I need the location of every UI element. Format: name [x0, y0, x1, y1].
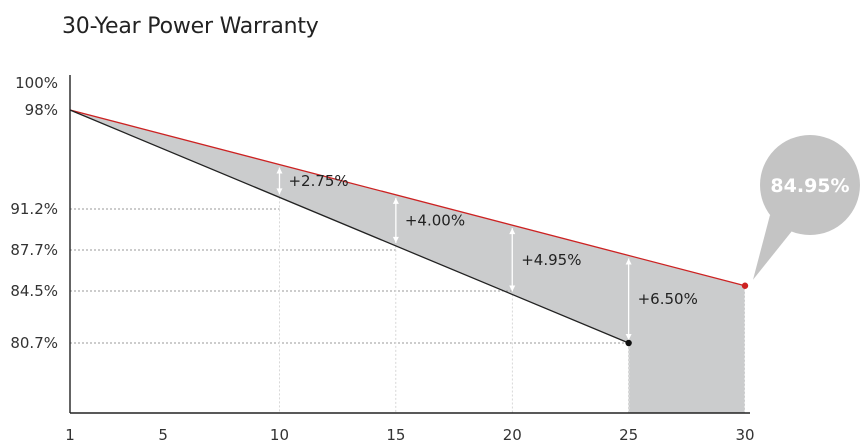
y-tick-label: 100% [15, 74, 58, 92]
gap-arrow-head [625, 258, 632, 265]
base-endpoint-dot [625, 339, 632, 347]
y-tick-label: 91.2% [10, 200, 58, 218]
warranty-gap-area [70, 110, 745, 413]
x-tick-label: 5 [158, 426, 168, 443]
callout-bubble [760, 135, 860, 235]
gap-arrow-head [392, 236, 399, 243]
gap-arrow-head [392, 197, 399, 204]
callout-label: 84.95% [770, 175, 849, 197]
y-tick-label: 84.5% [10, 282, 58, 300]
x-tick-label: 10 [270, 426, 289, 443]
y-tick-label: 87.7% [10, 241, 58, 259]
guarantee-endpoint-dot [741, 282, 749, 289]
x-tick-label: 1 [65, 426, 75, 443]
industry-line [69, 109, 629, 344]
callout-pointer [753, 215, 792, 280]
x-tick-label: 30 [735, 426, 754, 443]
y-tick-label: 98% [25, 101, 58, 119]
gap-label: +4.95% [521, 251, 581, 269]
gap-arrow-head [625, 334, 632, 340]
x-tick-label: 20 [503, 426, 522, 443]
gap-arrow-head [509, 228, 516, 235]
gap-label: +4.00% [405, 211, 465, 229]
gap-arrow-head [276, 167, 283, 174]
x-tick-label: 15 [386, 426, 405, 443]
x-tick-label: 25 [619, 426, 638, 443]
gap-label: +6.50% [638, 290, 698, 308]
gap-arrow-head [276, 188, 283, 195]
chart-title: 30-Year Power Warranty [62, 14, 319, 39]
gap-label: +2.75% [288, 172, 348, 190]
gap-arrow-head [509, 285, 516, 292]
y-tick-label: 80.7% [10, 334, 58, 352]
guarantee-line [69, 109, 746, 287]
